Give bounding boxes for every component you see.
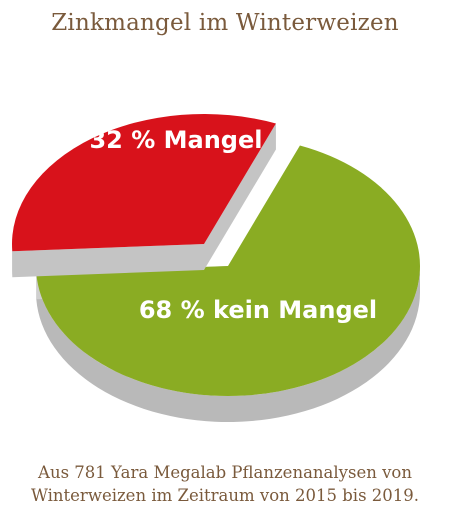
pie-slice-kein-mangel-side [36, 266, 420, 422]
pie-slice-kein-mangel [36, 145, 420, 396]
chart-title: Zinkmangel im Winterweizen [51, 10, 399, 36]
pie-slice-mangel-wall-left [12, 244, 204, 278]
pie-slice-mangel [12, 113, 276, 252]
pie-chart: 32 % Mangel 68 % kein Mangel [12, 113, 420, 422]
pie-slice-mangel-wall [204, 123, 276, 271]
slice-label-mangel: 32 % Mangel [89, 126, 262, 154]
chart-caption: Aus 781 Yara Megalab Pflanzenanalysen vo… [0, 461, 450, 507]
caption-line-1: Aus 781 Yara Megalab Pflanzenanalysen vo… [38, 463, 412, 482]
slice-label-kein-mangel: 68 % kein Mangel [139, 296, 377, 324]
caption-line-2: Winterweizen im Zeitraum von 2015 bis 20… [30, 486, 420, 505]
